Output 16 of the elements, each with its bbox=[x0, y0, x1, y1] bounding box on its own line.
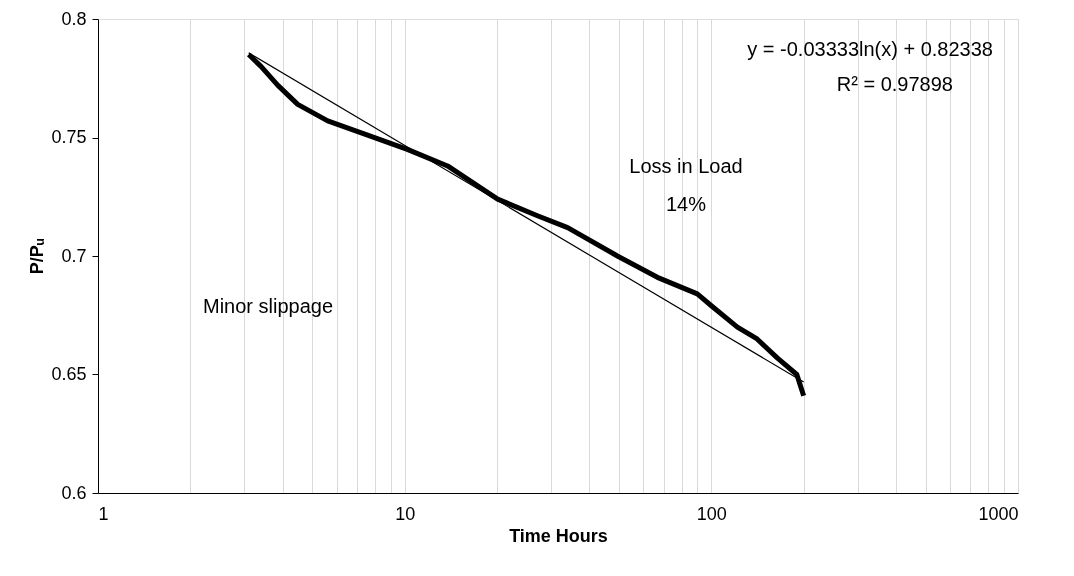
x-tick-label: 1000 bbox=[978, 503, 1019, 524]
x-axis-title: Time Hours bbox=[509, 525, 608, 546]
annotation: Minor slippage bbox=[202, 295, 334, 317]
y-tick-label: 0.65 bbox=[51, 364, 87, 384]
y-axis-title: P/Pᵤ bbox=[27, 238, 48, 275]
annotation: Loss in Load bbox=[629, 155, 743, 177]
x-tick-label: 100 bbox=[696, 503, 727, 524]
y-tick-label: 0.6 bbox=[61, 482, 87, 503]
x-tick-label: 10 bbox=[395, 503, 416, 524]
y-tick-label: 0.8 bbox=[61, 8, 87, 29]
y-tick-label: 0.75 bbox=[51, 127, 87, 147]
annotation: y = -0.03333ln(x) + 0.82338 bbox=[747, 38, 993, 60]
x-tick-label: 1 bbox=[98, 503, 109, 524]
annotation: R² = 0.97898 bbox=[836, 73, 953, 95]
annotation: 14% bbox=[665, 193, 707, 215]
y-tick-label: 0.7 bbox=[61, 245, 87, 266]
